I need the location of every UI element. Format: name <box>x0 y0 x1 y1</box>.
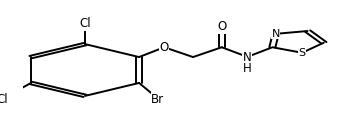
Text: Cl: Cl <box>79 17 91 30</box>
Text: O: O <box>160 41 169 54</box>
Text: O: O <box>217 20 226 33</box>
Text: Br: Br <box>151 93 164 106</box>
Text: N: N <box>243 51 251 64</box>
Text: H: H <box>243 62 251 75</box>
Text: Cl: Cl <box>0 93 8 106</box>
Text: N: N <box>271 29 280 39</box>
Text: S: S <box>298 48 306 58</box>
